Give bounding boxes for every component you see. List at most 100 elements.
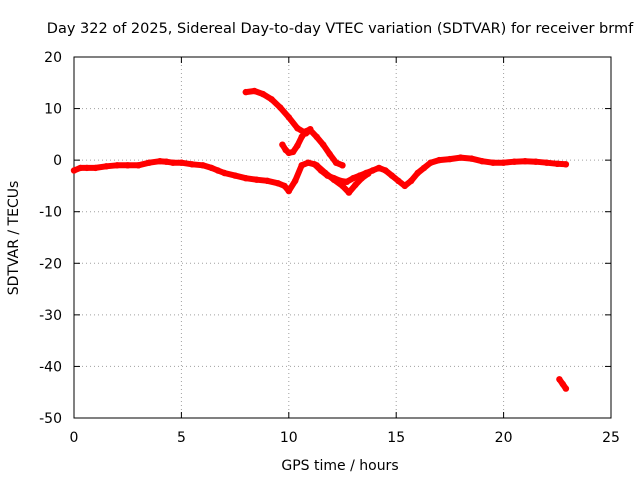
x-tick-label: 0 xyxy=(70,430,79,446)
x-tick-label: 10 xyxy=(280,430,298,446)
data-point xyxy=(332,159,340,166)
data-point xyxy=(289,148,297,156)
data-point xyxy=(556,376,563,383)
data-point xyxy=(214,167,222,174)
data-point xyxy=(92,164,99,172)
data-point xyxy=(307,126,314,133)
data-point xyxy=(375,164,383,172)
data-point xyxy=(221,169,228,177)
data-point xyxy=(70,167,78,174)
data-point xyxy=(500,159,507,166)
y-axis-label: SDTVAR / TECUs xyxy=(6,181,22,296)
data-point xyxy=(408,177,415,184)
data-point xyxy=(163,158,170,165)
y-tick-label: -30 xyxy=(39,308,62,324)
x-tick-label: 5 xyxy=(177,430,186,446)
data-point xyxy=(420,164,428,172)
data-point xyxy=(489,159,497,166)
data-point xyxy=(388,172,396,179)
data-point xyxy=(436,156,443,164)
data-point xyxy=(532,158,539,165)
data-point xyxy=(446,155,454,163)
y-tick-label: -20 xyxy=(39,256,62,272)
y-tick-label: 10 xyxy=(44,102,62,118)
data-point xyxy=(559,380,566,388)
data-point xyxy=(468,155,475,162)
data-point xyxy=(313,133,320,141)
data-point xyxy=(156,158,164,165)
data-point xyxy=(554,160,561,167)
data-point xyxy=(285,114,292,121)
data-point xyxy=(253,176,260,183)
data-point xyxy=(350,175,357,182)
x-tick-label: 15 xyxy=(387,430,405,446)
plot-frame xyxy=(73,56,612,419)
data-point xyxy=(326,150,333,158)
data-point xyxy=(345,189,353,196)
data-point xyxy=(478,158,486,165)
grid-lines xyxy=(74,57,611,418)
data-point xyxy=(169,159,176,166)
data-point xyxy=(401,182,408,190)
data-point xyxy=(562,385,570,392)
axis-ticks: 0 5 10 15 20 25 -50 -40 -30 -20 -10 0 10 20 xyxy=(39,50,620,446)
data-point xyxy=(188,161,196,168)
data-point xyxy=(178,159,185,166)
data-point xyxy=(208,164,215,172)
data-point xyxy=(320,141,327,148)
data-point xyxy=(242,88,249,96)
x-tick-label: 20 xyxy=(495,430,513,446)
chart-title: Day 322 of 2025, Sidereal Day-to-day VTE… xyxy=(47,21,634,37)
data-point xyxy=(231,172,239,179)
data-point xyxy=(562,161,570,168)
data-point xyxy=(199,162,207,169)
data-point xyxy=(543,159,550,166)
data-point xyxy=(358,175,365,182)
y-tick-label: -40 xyxy=(39,359,62,375)
data-point xyxy=(304,159,312,166)
data-point xyxy=(352,181,359,189)
data-point xyxy=(251,87,258,95)
data-point xyxy=(124,162,131,169)
data-point xyxy=(339,182,346,190)
data-point xyxy=(382,167,389,174)
data-point xyxy=(521,158,529,165)
y-tick-label: 0 xyxy=(53,153,62,169)
data-point xyxy=(285,187,292,195)
data-point xyxy=(277,104,284,111)
data-point xyxy=(268,96,275,103)
data-point xyxy=(103,163,110,170)
data-point xyxy=(330,176,338,183)
data-point xyxy=(274,180,282,187)
data-point xyxy=(339,162,346,169)
data-point xyxy=(135,162,142,169)
data-point xyxy=(395,177,402,184)
data-point xyxy=(298,133,305,141)
data-point xyxy=(313,162,320,169)
data-point xyxy=(146,159,153,166)
data-point xyxy=(77,164,84,172)
data-point xyxy=(457,154,464,161)
data-point xyxy=(294,125,301,132)
data-point xyxy=(322,169,329,177)
data-point xyxy=(259,90,267,98)
data-point xyxy=(414,169,421,177)
data-point xyxy=(292,177,299,184)
data-point xyxy=(113,162,121,169)
y-tick-label: 20 xyxy=(44,50,62,66)
data-point xyxy=(264,177,271,184)
data-point xyxy=(281,182,288,190)
data-layer xyxy=(70,87,570,392)
x-tick-label: 25 xyxy=(602,430,620,446)
data-point xyxy=(294,142,301,149)
data-point xyxy=(242,175,249,182)
data-point xyxy=(298,162,305,169)
data-point xyxy=(343,178,350,185)
data-point xyxy=(83,164,91,172)
data-point xyxy=(427,159,434,166)
data-point xyxy=(279,141,286,148)
y-tick-label: -10 xyxy=(39,205,62,221)
data-point xyxy=(511,158,518,165)
x-axis-label: GPS time / hours xyxy=(281,458,398,474)
